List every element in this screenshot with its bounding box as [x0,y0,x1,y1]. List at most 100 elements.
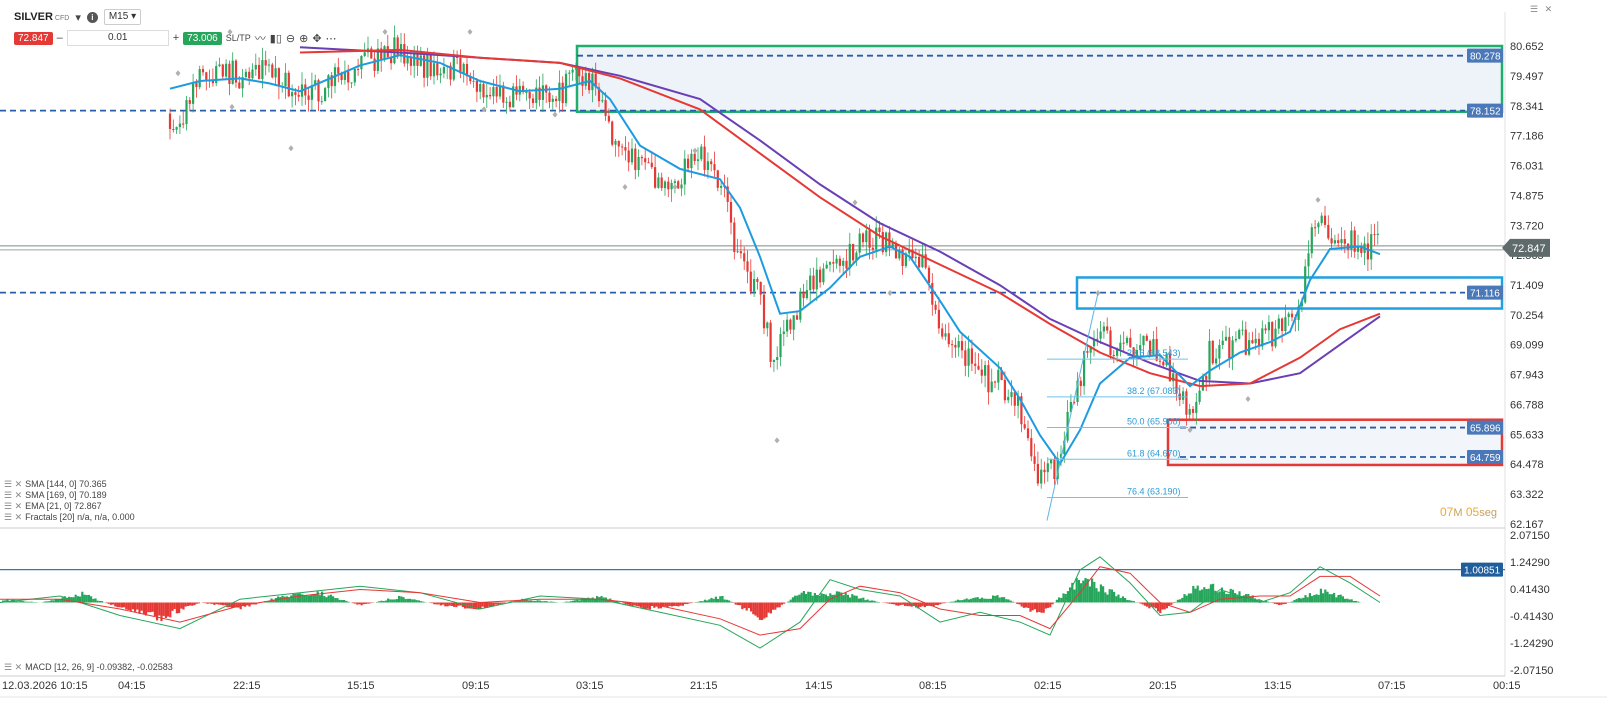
macd-histogram-bar [888,602,891,604]
candle-body [1330,238,1333,244]
macd-histogram-bar [1264,600,1267,603]
candle-body [1191,408,1195,413]
macd-histogram-bar [615,601,618,603]
candles-icon[interactable]: ▮▯ [269,32,282,45]
symbol-dropdown-icon[interactable]: ▾ [75,11,81,24]
macd-histogram-bar [107,602,110,604]
macd-histogram-bar [829,593,832,603]
timeframe-select[interactable]: M15 ▾ [103,9,142,25]
candle-body [347,71,350,83]
macd-histogram-bar [362,602,365,605]
sell-button[interactable]: 72.847 [14,31,53,45]
info-icon[interactable]: i [86,11,98,23]
macd-histogram-bar [578,600,581,603]
macd-histogram-bar [554,601,557,603]
macd-histogram-bar [631,602,634,607]
candle-body [1119,342,1122,350]
macd-histogram-bar [503,602,506,604]
macd-histogram-bar [734,602,737,605]
candle-body [786,319,789,332]
time-axis-tick: 15:15 [347,680,375,692]
macd-histogram-bar [651,602,654,607]
time-axis-tick: 13:15 [1264,680,1292,692]
macd-histogram-bar [1229,588,1232,603]
close-icon[interactable]: ✕ [1544,4,1553,14]
candle-body [901,249,904,267]
candle-body [1073,401,1076,403]
macd-histogram-bar [538,600,541,603]
candle-body [937,309,940,329]
volume-decrease-button[interactable]: – [56,32,63,44]
macd-line [0,556,1381,649]
macd-histogram-bar [409,598,412,603]
macd-histogram-bar [52,600,55,603]
candle-body [1079,380,1082,387]
macd-histogram-bar [413,599,416,603]
candle-body [677,181,680,189]
macd-histogram-bar [952,601,955,603]
candle-body [868,230,871,248]
macd-histogram-bar [736,602,739,605]
candle-body [274,68,277,78]
indicator-item[interactable]: ☰ ✕ SMA [169, 0] 70.189 [4,490,107,500]
macd-histogram-bar [739,602,742,606]
candle-body [1175,373,1178,394]
price-tag-bg [1467,48,1503,63]
candle-body [1172,373,1175,382]
volume-input[interactable]: 0.01 [66,30,169,46]
macd-legend[interactable]: ☰ ✕ MACD [12, 26, 9] -0.09382, -0.02583 [4,662,173,672]
macd-histogram-bar [1291,601,1294,603]
candle-body [977,365,980,370]
zoom-out-icon[interactable]: ⊖ [285,32,296,45]
macd-histogram-bar [48,601,51,603]
candle-body [993,381,997,383]
sltp-button[interactable]: SL/TP [225,33,251,43]
macd-histogram-bar [191,602,194,606]
macd-histogram-bar [1242,595,1245,603]
crosshair-icon[interactable]: ✥ [312,32,322,45]
macd-histogram-bar [1282,602,1285,605]
macd-histogram-bar [915,602,918,608]
macd-histogram-bar [1163,602,1166,610]
price-axis-tick: 64.478 [1510,459,1544,471]
candle-body [881,232,884,253]
macd-histogram-bar [743,602,746,609]
candle-body [1228,336,1231,359]
candle-body [555,98,558,102]
macd-histogram-bar [1339,594,1342,603]
fractal-marker [288,145,294,152]
macd-histogram-bar [6,599,9,603]
zoom-in-icon[interactable]: ⊕ [299,32,309,45]
macd-histogram-bar [358,602,361,605]
macd-histogram-bar [642,602,645,609]
indicator-item[interactable]: ☰ ✕ Fractals [20] n/a, n/a, 0.000 [4,512,135,522]
macd-histogram-bar [1146,602,1149,607]
macd-histogram-bar [811,595,814,603]
macd-histogram-bar [475,602,478,610]
macd-histogram-bar [1097,591,1100,603]
macd-histogram-bar [1326,591,1329,603]
macd-histogram-bar [224,602,227,606]
macd-histogram-bar [1042,602,1045,613]
candle-body [947,333,950,345]
layout-icon[interactable]: ☰ [1530,4,1539,14]
volume-increase-button[interactable]: + [172,32,180,44]
buy-button[interactable]: 73.006 [183,31,222,45]
candle-body [370,48,373,59]
macd-histogram-bar [998,597,1001,603]
line-chart-icon[interactable]: 〰 [254,33,266,45]
macd-histogram-bar [479,602,482,609]
macd-histogram-bar [1207,588,1210,603]
macd-histogram-bar [347,601,350,603]
candle-body [551,98,554,102]
drawing-tools-icon[interactable]: ⋯ [325,32,337,45]
macd-histogram-bar [189,602,192,606]
macd-histogram-bar [1077,579,1080,603]
symbol-label[interactable]: SILVER CFD [14,11,70,23]
candle-body [680,184,683,189]
price-axis-tick: 66.788 [1510,400,1544,412]
macd-histogram-bar [470,602,473,609]
indicator-item[interactable]: ☰ ✕ SMA [144, 0] 70.365 [4,479,107,489]
indicator-item[interactable]: ☰ ✕ EMA [21, 0] 72.867 [4,501,102,511]
